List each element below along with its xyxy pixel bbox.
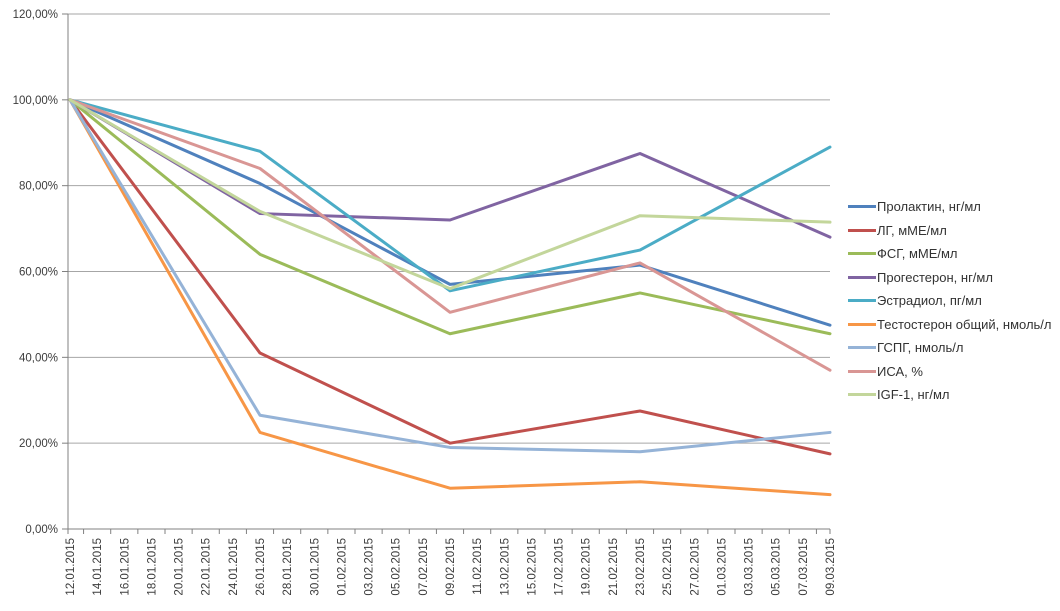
x-tick-label: 09.02.2015 (445, 538, 457, 596)
legend-line-marker (848, 205, 876, 209)
x-tick-label: 07.03.2015 (798, 538, 810, 596)
x-tick-label: 11.02.2015 (472, 538, 484, 595)
legend-item-1: ЛГ, мМЕ/мл (848, 219, 1058, 243)
y-tick-label: 60,00% (19, 267, 58, 279)
legend-item-3: Прогестерон, нг/мл (848, 266, 1058, 290)
legend-line-marker (848, 252, 876, 256)
series-line-1 (68, 98, 832, 456)
x-tick-label: 26.01.2015 (255, 538, 267, 596)
x-tick-label: 25.02.2015 (662, 538, 674, 596)
x-tick-label: 01.03.2015 (716, 538, 728, 596)
x-tick-label: 27.02.2015 (689, 538, 701, 596)
gridlines (68, 13, 830, 444)
legend-item-0: Пролактин, нг/мл (848, 195, 1058, 219)
legend-item-8: IGF-1, нг/мл (848, 383, 1058, 407)
x-tick-label: 15.02.2015 (526, 538, 538, 596)
legend-line-marker (848, 228, 876, 232)
y-tick-label: 120,00% (13, 9, 58, 21)
x-tick-label: 03.03.2015 (744, 538, 756, 596)
series-line-4 (68, 98, 832, 293)
x-tick-label: 05.02.2015 (391, 538, 403, 596)
series-line-6 (68, 98, 832, 454)
legend: Пролактин, нг/мл ЛГ, мМЕ/мл ФСГ, мМЕ/мл Про… (848, 195, 1058, 407)
x-axis-ticks: 12.01.2015 14.01.2015 16.01.2015 18.01.2015… (65, 529, 837, 596)
series-line-0 (68, 98, 832, 327)
legend-line-marker (848, 369, 876, 373)
legend-item-5: Тестостерон общий, нмоль/л (848, 313, 1058, 337)
x-tick-label: 24.01.2015 (228, 538, 240, 596)
y-tick-label: 0,00% (25, 524, 58, 536)
legend-line-marker (848, 299, 876, 303)
legend-line-marker (848, 346, 876, 350)
x-tick-label: 17.02.2015 (554, 538, 566, 596)
y-tick-label: 40,00% (19, 352, 58, 364)
x-tick-label: 12.01.2015 (65, 538, 77, 596)
legend-item-6: ГСПГ, нмоль/л (848, 336, 1058, 360)
legend-label: IGF-1, нг/мл (877, 387, 950, 403)
x-tick-label: 30.01.2015 (309, 538, 321, 596)
legend-line-marker (848, 393, 876, 397)
legend-line-marker (848, 322, 876, 326)
y-tick-label: 80,00% (19, 181, 58, 193)
legend-label: ФСГ, мМЕ/мл (877, 246, 958, 262)
x-tick-label: 16.01.2015 (119, 538, 131, 596)
x-tick-label: 28.01.2015 (282, 538, 294, 596)
x-tick-label: 07.02.2015 (418, 538, 430, 596)
legend-item-2: ФСГ, мМЕ/мл (848, 242, 1058, 266)
x-tick-label: 21.02.2015 (608, 538, 620, 596)
x-tick-label: 09.03.2015 (825, 538, 837, 596)
series-line-8 (68, 98, 832, 291)
legend-label: Эстрадиол, пг/мл (877, 293, 982, 309)
y-tick-label: 20,00% (19, 438, 58, 450)
x-tick-label: 22.01.2015 (201, 538, 213, 596)
series-line-5 (68, 98, 832, 497)
y-axis-ticks: 0,00% 20,00% 40,00% 60,00% 80,00% 100,00% 120,… (13, 9, 68, 536)
x-tick-label: 23.02.2015 (635, 538, 647, 596)
series-line-2 (68, 98, 832, 336)
x-tick-label: 13.02.2015 (499, 538, 511, 596)
legend-label: ГСПГ, нмоль/л (877, 340, 964, 356)
x-tick-label: 14.01.2015 (92, 538, 104, 596)
legend-item-7: ИСА, % (848, 360, 1058, 384)
x-tick-label: 18.01.2015 (146, 538, 158, 596)
legend-line-marker (848, 275, 876, 279)
legend-item-4: Эстрадиол, пг/мл (848, 289, 1058, 313)
y-tick-label: 100,00% (13, 95, 58, 107)
x-tick-label: 19.02.2015 (581, 538, 593, 596)
x-tick-label: 20.01.2015 (174, 538, 186, 596)
legend-label: ЛГ, мМЕ/мл (877, 222, 947, 238)
x-tick-label: 01.02.2015 (336, 538, 348, 596)
legend-label: Тестостерон общий, нмоль/л (877, 316, 1052, 332)
x-tick-label: 05.03.2015 (771, 538, 783, 596)
series-lines (68, 98, 832, 497)
legend-label: Пролактин, нг/мл (877, 199, 981, 215)
legend-label: ИСА, % (877, 363, 923, 379)
series-line-7 (68, 98, 832, 372)
x-tick-label: 03.02.2015 (364, 538, 376, 596)
legend-label: Прогестерон, нг/мл (877, 269, 993, 285)
